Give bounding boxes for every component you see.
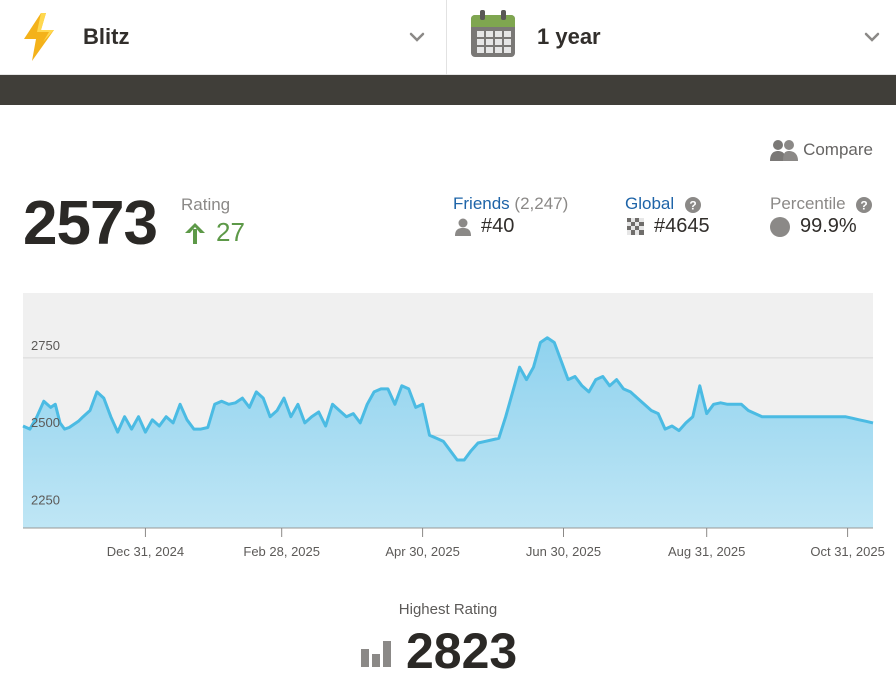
percentile-label: Percentile [770,194,846,213]
help-icon[interactable]: ? [684,196,701,213]
top-selectors: Blitz 1 year [0,0,896,75]
checkerboard-icon [627,218,644,235]
current-rating: 2573 [23,189,158,258]
time-control-label: Blitz [83,24,130,49]
rating-change: 27 [183,217,245,248]
rating-line [22,336,874,462]
rating-history-chart[interactable]: 2250 2500 2750 Dec 31, 2024 Feb 28, 2025 Apr… [0,290,896,570]
rating-change-value: 27 [216,217,245,247]
global-rank-value: #4645 [654,215,710,237]
global-label: Global [625,194,675,213]
y-tick-label: 2750 [31,338,60,353]
header-divider-bar [0,75,896,105]
x-tick-label: Aug 31, 2025 [668,544,745,559]
x-tick-label: Oct 31, 2025 [810,544,884,559]
compare-button[interactable]: Compare [770,139,873,161]
lightning-icon [24,13,54,61]
period-label: 1 year [537,24,601,49]
friends-count: (2,247) [514,194,569,213]
friends-rank-value: #40 [481,215,515,237]
friends-rank: #40 [455,215,514,238]
global-header[interactable]: Global ? [625,194,701,214]
highest-rating-value: 2823 [406,623,518,679]
calendar-icon [471,10,515,57]
circle-icon [770,216,790,237]
rating-area [23,337,873,528]
y-tick-label: 2500 [31,415,60,430]
chevron-down-icon[interactable] [408,28,426,46]
y-tick-label: 2250 [31,493,60,508]
svg-text:?: ? [689,198,696,212]
highest-rating: 2823 [360,622,517,680]
users-icon [770,140,799,161]
x-tick-label: Jun 30, 2025 [526,544,601,559]
user-icon [455,218,471,236]
x-tick-label: Apr 30, 2025 [385,544,459,559]
bar-chart-icon [361,641,391,667]
percentile-value: 99.9% [800,215,857,237]
percentile-header[interactable]: Percentile ? [770,194,873,214]
period-selector[interactable]: 1 year [447,0,896,75]
time-control-selector[interactable]: Blitz [0,0,447,75]
friends-label: Friends [453,194,510,213]
svg-text:?: ? [861,198,868,212]
arrow-up-icon [185,222,205,244]
x-tick-label: Dec 31, 2024 [107,544,184,559]
compare-label: Compare [803,140,873,159]
highest-rating-label: Highest Rating [398,601,498,618]
help-icon[interactable]: ? [856,196,873,213]
chevron-down-icon[interactable] [863,28,881,46]
global-rank: #4645 [627,215,710,238]
percentile-value-row: 99.9% [770,215,857,238]
x-tick-label: Feb 28, 2025 [243,544,320,559]
friends-header[interactable]: Friends (2,247) [453,194,568,214]
rating-label: Rating [181,195,231,214]
